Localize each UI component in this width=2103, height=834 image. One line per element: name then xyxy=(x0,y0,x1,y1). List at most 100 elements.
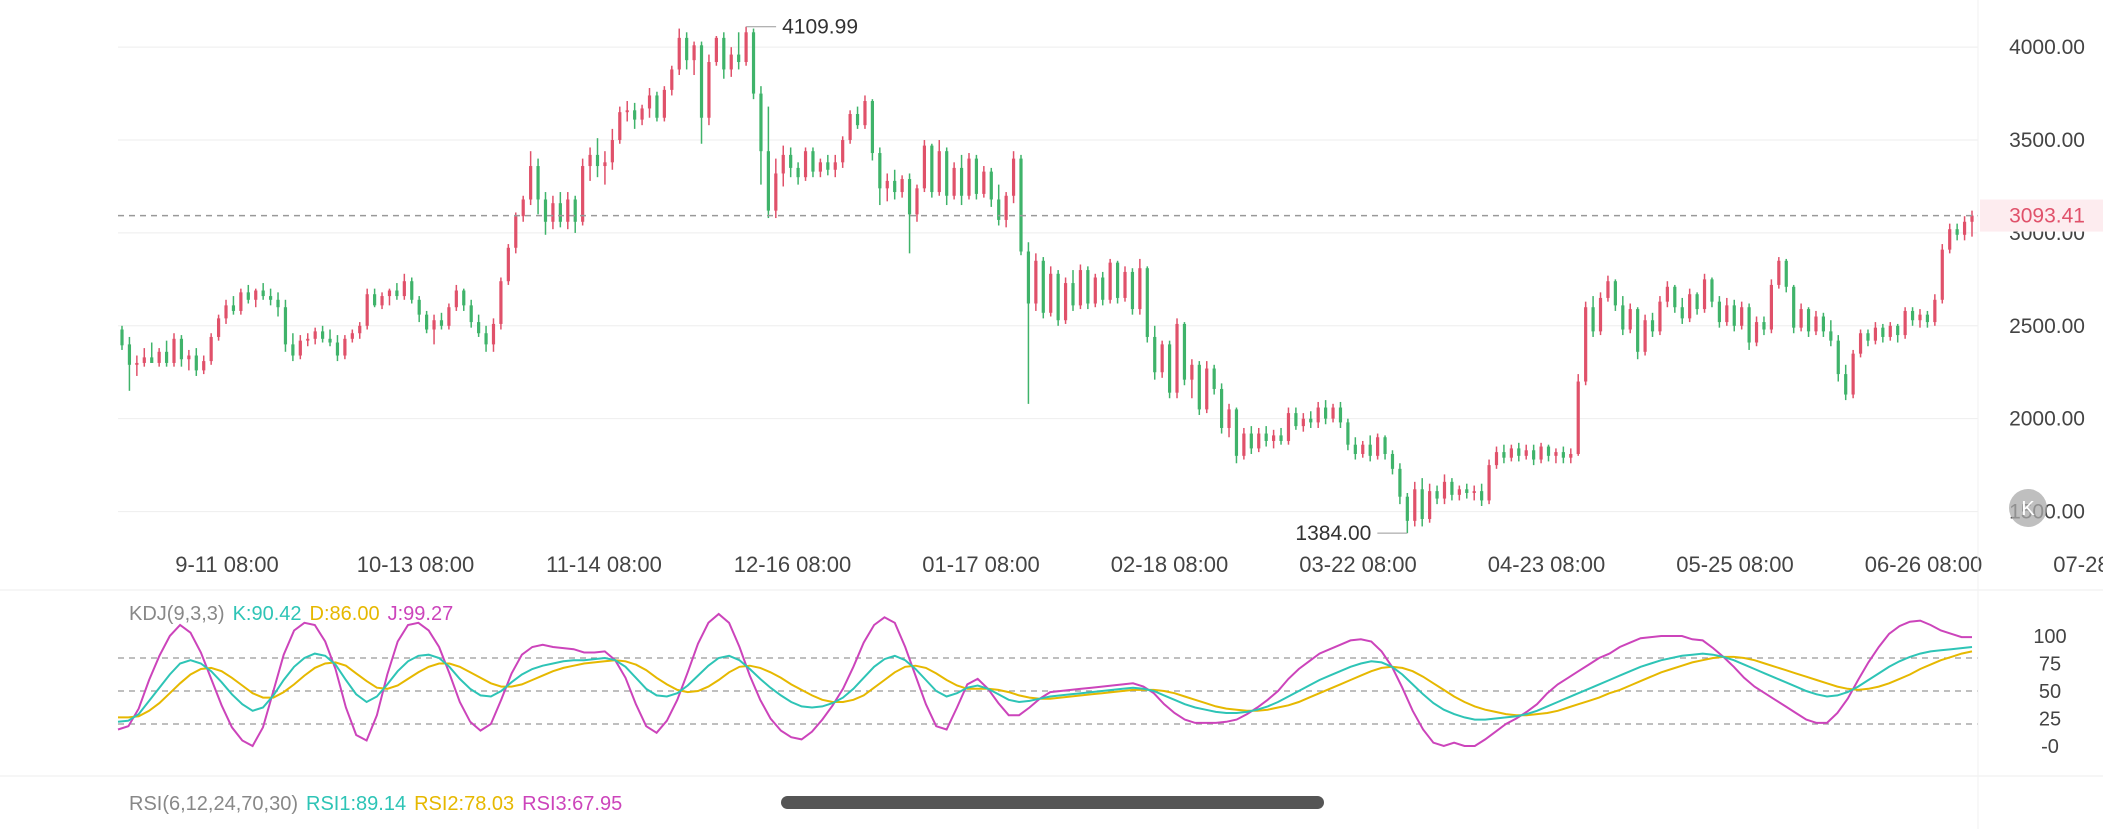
candle-body xyxy=(1390,453,1395,469)
candle-body xyxy=(328,338,332,343)
candle-body xyxy=(1353,444,1357,454)
candle-body xyxy=(737,54,741,63)
candle-body xyxy=(699,45,704,118)
candle-body xyxy=(1457,489,1461,495)
candle-body xyxy=(1524,450,1528,456)
candle-body xyxy=(477,322,481,334)
candle-body xyxy=(1918,314,1922,321)
candle-body xyxy=(789,154,793,168)
candle-body xyxy=(231,305,236,311)
current-price-label: 3093.41 xyxy=(2009,205,2085,228)
candle-body xyxy=(1962,221,1967,235)
candle-body xyxy=(1717,301,1721,323)
candle-body xyxy=(1101,277,1105,300)
candle-body xyxy=(514,216,518,248)
candle-body xyxy=(276,299,280,308)
candle-body xyxy=(1688,294,1692,319)
candle-body xyxy=(410,281,414,300)
candle-body xyxy=(291,344,295,356)
rsi-legend-1: RSI1:89.14 xyxy=(306,793,406,815)
candle-body xyxy=(833,162,837,170)
kdj-axis: 100 75 50 25 -0 xyxy=(2033,626,2066,758)
candle-body xyxy=(744,32,748,63)
time-tick-label: 06-26 08:00 xyxy=(1865,552,1982,577)
candle-body xyxy=(432,320,436,330)
candle-body xyxy=(1197,364,1201,410)
candle-body xyxy=(425,314,429,330)
candle-body xyxy=(870,101,875,154)
kdj-tick-label: 75 xyxy=(2039,654,2061,676)
time-tick-label: 03-22 08:00 xyxy=(1299,552,1416,577)
candle-body xyxy=(952,167,956,196)
candle-body xyxy=(209,336,213,362)
candle-body xyxy=(781,154,785,174)
price-tick-label: 3500.00 xyxy=(2009,129,2085,152)
candle-body xyxy=(1569,453,1573,458)
candle-body xyxy=(1338,407,1343,423)
candle-body xyxy=(402,281,406,297)
candle-body xyxy=(1888,325,1892,337)
candle-body xyxy=(997,199,1001,220)
candle-body xyxy=(551,203,555,222)
candle-body xyxy=(878,153,882,189)
candle-body xyxy=(1264,433,1268,441)
time-tick-label: 07-28 08:00 xyxy=(2053,552,2103,577)
time-tick-label: 02-18 08:00 xyxy=(1111,552,1228,577)
candle-body xyxy=(1970,215,1974,222)
candle-body xyxy=(1873,327,1878,341)
k-button-glyph[interactable]: K xyxy=(2021,498,2035,520)
price-grid xyxy=(118,46,1978,513)
k-button-circle[interactable] xyxy=(2009,489,2047,527)
candle-body xyxy=(900,179,904,193)
kdj-tick-label: 100 xyxy=(2033,626,2066,648)
candle-body xyxy=(350,333,354,339)
candle-body xyxy=(313,331,317,339)
candle-body xyxy=(127,344,132,365)
candle-body xyxy=(685,37,689,61)
extreme-markers: 4109.99 1384.00 xyxy=(746,16,1408,545)
candle-body xyxy=(1673,286,1677,308)
candle-body xyxy=(625,110,629,113)
kdj-tick-label: -0 xyxy=(2041,736,2059,758)
k-button[interactable]: K xyxy=(2009,489,2047,527)
candle-body xyxy=(1428,491,1432,519)
candle-body xyxy=(677,37,681,70)
candle-body xyxy=(1316,407,1320,423)
time-tick-label: 10-13 08:00 xyxy=(357,552,474,577)
candle-body xyxy=(187,355,191,360)
rsi-legend-2: RSI2:78.03 xyxy=(414,793,514,815)
candle-body xyxy=(848,114,852,141)
candle-body xyxy=(863,101,867,126)
candle-body xyxy=(826,162,830,170)
candle-body xyxy=(1442,481,1447,499)
candle-body xyxy=(1160,344,1164,373)
candle-body xyxy=(610,140,614,163)
candle-body xyxy=(1004,195,1008,220)
rsi-legend-3: RSI3:67.95 xyxy=(522,793,622,815)
candle-body xyxy=(1071,283,1075,306)
candle-body xyxy=(729,54,733,70)
candle-body xyxy=(1465,489,1469,493)
candle-body xyxy=(387,290,392,297)
candle-body xyxy=(618,112,622,141)
candle-body xyxy=(1413,489,1417,521)
candle-body xyxy=(1331,407,1335,419)
candle-body xyxy=(603,162,607,167)
candle-body xyxy=(499,281,503,324)
horizontal-scrollbar[interactable] xyxy=(781,796,1324,809)
candle-body xyxy=(1450,481,1454,495)
price-tick-label: 2500.00 xyxy=(2009,315,2085,338)
candle-body xyxy=(1851,353,1855,395)
candle-body xyxy=(373,294,377,306)
candle-body xyxy=(803,151,808,178)
candle-body xyxy=(1063,283,1068,321)
rsi-legend: RSI(6,12,24,70,30) RSI1:89.14 RSI2:78.03 RS… xyxy=(129,793,622,815)
candle-body xyxy=(1539,446,1543,460)
candle-body xyxy=(365,294,369,326)
candle-body xyxy=(655,95,659,118)
candle-body xyxy=(670,69,674,90)
candle-body xyxy=(1844,374,1848,395)
candle-body xyxy=(692,45,696,61)
